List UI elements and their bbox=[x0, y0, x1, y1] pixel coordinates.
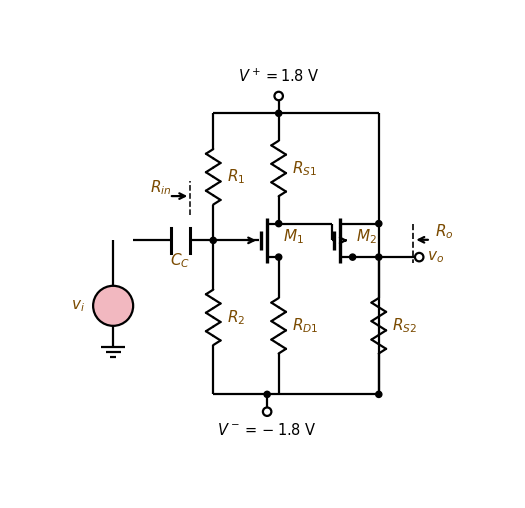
Text: $R_{in}$: $R_{in}$ bbox=[151, 178, 172, 197]
Circle shape bbox=[276, 254, 282, 260]
Circle shape bbox=[275, 92, 283, 100]
Text: $R_{D1}$: $R_{D1}$ bbox=[292, 316, 319, 335]
Text: $R_o$: $R_o$ bbox=[435, 223, 453, 241]
Text: $V^+= 1.8\ \mathrm{V}$: $V^+= 1.8\ \mathrm{V}$ bbox=[238, 68, 320, 85]
Text: $v_i$: $v_i$ bbox=[71, 298, 85, 313]
Text: $M_1$: $M_1$ bbox=[284, 227, 304, 246]
Circle shape bbox=[376, 254, 382, 260]
Circle shape bbox=[350, 254, 356, 260]
Text: +: + bbox=[106, 290, 121, 308]
Text: $R_2$: $R_2$ bbox=[227, 308, 245, 327]
Text: $v_o$: $v_o$ bbox=[427, 249, 444, 265]
Text: $M_2$: $M_2$ bbox=[356, 227, 377, 246]
Circle shape bbox=[263, 407, 271, 416]
Circle shape bbox=[376, 391, 382, 397]
Circle shape bbox=[93, 286, 133, 326]
Circle shape bbox=[415, 253, 424, 261]
Text: $R_1$: $R_1$ bbox=[227, 168, 245, 186]
Circle shape bbox=[276, 220, 282, 227]
Circle shape bbox=[276, 110, 282, 116]
Text: $C_C$: $C_C$ bbox=[171, 251, 191, 270]
Circle shape bbox=[210, 237, 216, 243]
Text: $R_{S1}$: $R_{S1}$ bbox=[292, 159, 317, 178]
Text: $V^-= -1.8\ \mathrm{V}$: $V^-= -1.8\ \mathrm{V}$ bbox=[217, 423, 317, 438]
Circle shape bbox=[376, 220, 382, 227]
Circle shape bbox=[264, 391, 270, 397]
Text: −: − bbox=[105, 305, 121, 324]
Text: $R_{S2}$: $R_{S2}$ bbox=[392, 316, 417, 335]
